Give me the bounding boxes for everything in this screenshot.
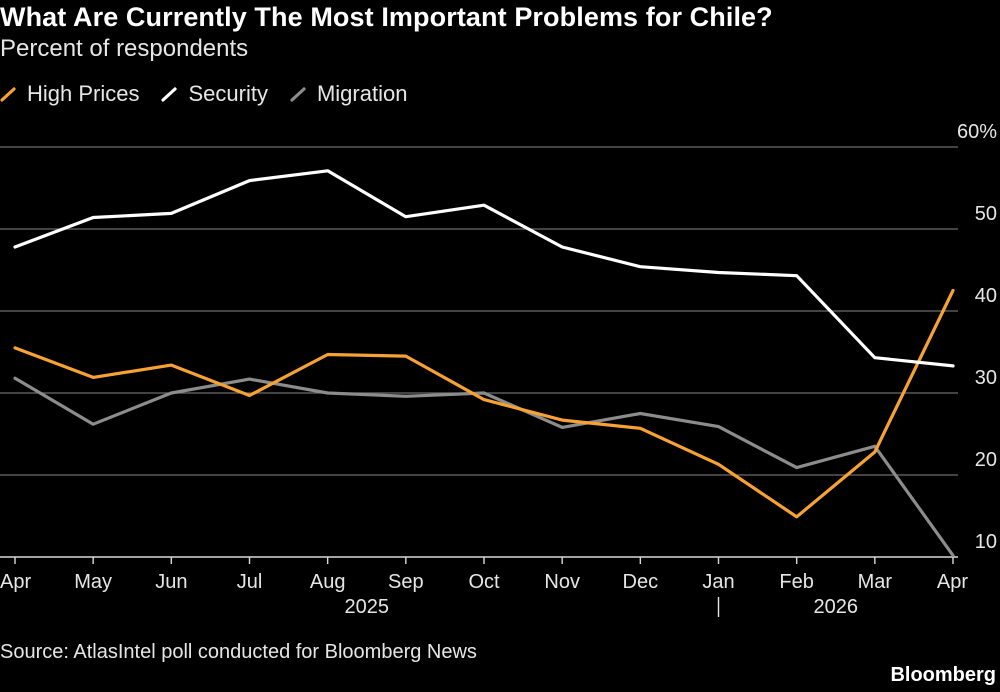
legend-label-migration: Migration bbox=[316, 81, 408, 106]
year-label-2026: 2026 bbox=[814, 596, 859, 618]
series-line-migration bbox=[13, 376, 955, 557]
y-tick-label-20: 20 bbox=[975, 449, 997, 471]
series-layer bbox=[13, 169, 955, 557]
x-tick-label-12: Apr bbox=[937, 571, 968, 593]
legend-item-security: Security bbox=[161, 81, 268, 107]
year-label-2025: 2025 bbox=[345, 596, 390, 618]
x-tick-label-10: Feb bbox=[779, 571, 813, 593]
brand-logo: Bloomberg bbox=[890, 664, 996, 686]
y-tick-label-30: 30 bbox=[975, 367, 997, 389]
x-tick-label-0: Apr bbox=[0, 571, 31, 593]
legend-item-migration: Migration bbox=[290, 81, 407, 107]
legend-swatch-high-prices bbox=[0, 87, 16, 102]
legend-swatch-migration bbox=[290, 87, 306, 102]
legend-swatch-security bbox=[161, 87, 178, 102]
x-tick-label-4: Aug bbox=[310, 571, 346, 593]
chart-title: What Are Currently The Most Important Pr… bbox=[0, 2, 773, 32]
x-tick-label-7: Nov bbox=[544, 571, 580, 593]
series-line-high-prices bbox=[13, 288, 955, 519]
x-tick-label-8: Dec bbox=[623, 571, 659, 593]
source-note: Source: AtlasIntel poll conducted for Bl… bbox=[0, 641, 477, 663]
legend: High Prices Security Migration bbox=[0, 80, 429, 108]
series-line-security bbox=[13, 169, 955, 368]
x-tick-label-9: Jan bbox=[702, 571, 734, 593]
legend-label-security: Security bbox=[188, 81, 268, 106]
x-tick-label-11: Mar bbox=[858, 571, 893, 593]
y-tick-label-50: 50 bbox=[975, 203, 997, 225]
y-tick-label-60: 60% bbox=[957, 121, 997, 143]
chart-subtitle: Percent of respondents bbox=[0, 35, 249, 62]
x-tick-label-5: Sep bbox=[388, 571, 424, 593]
y-tick-label-10: 10 bbox=[975, 531, 997, 553]
legend-label-high-prices: High Prices bbox=[27, 81, 140, 106]
label-layer: 10 20 30 40 50 60% Apr May Jun Jul Aug Sep Oct Nov Dec… bbox=[0, 121, 997, 618]
x-tick-label-2: Jun bbox=[155, 571, 187, 593]
x-tick-label-6: Oct bbox=[468, 571, 500, 593]
y-tick-label-40: 40 bbox=[975, 285, 997, 307]
grid-layer bbox=[0, 146, 958, 564]
x-tick-label-1: May bbox=[74, 571, 112, 593]
x-tick-label-3: Jul bbox=[237, 571, 263, 593]
legend-item-high-prices: High Prices bbox=[0, 81, 139, 107]
line-chart: 10 20 30 40 50 60% Apr May Jun Jul Aug Sep Oct Nov Dec… bbox=[0, 121, 997, 618]
